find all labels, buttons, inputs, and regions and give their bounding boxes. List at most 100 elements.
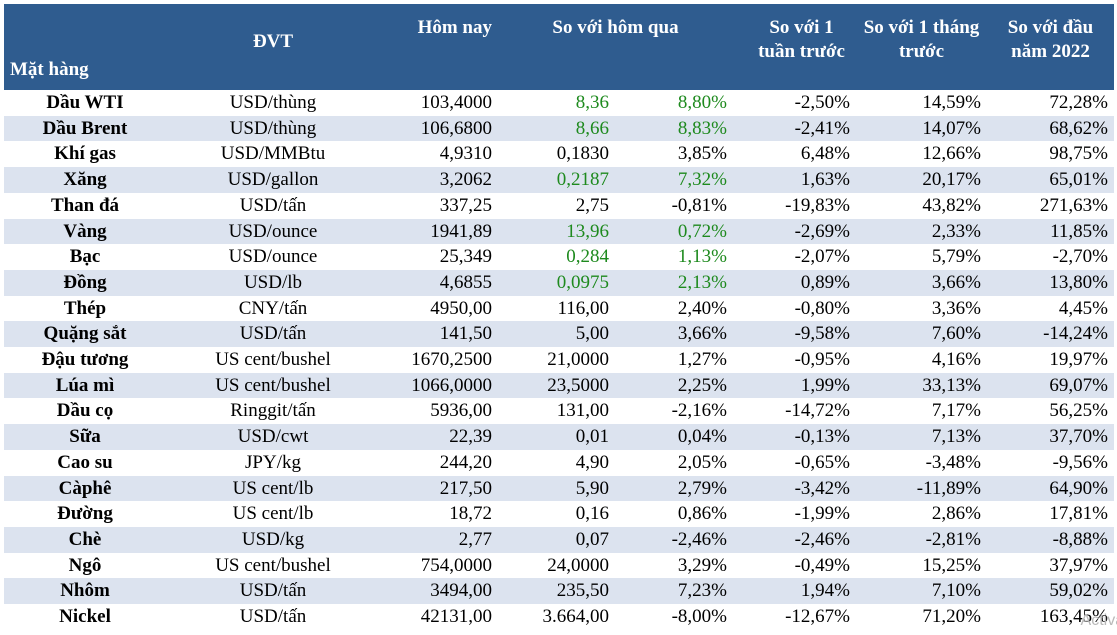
cell-today: 1941,89 — [380, 218, 498, 245]
cell-change-pct: 2,40% — [615, 295, 733, 322]
cell-change-pct: 3,66% — [615, 321, 733, 348]
header-vs-year-start-text: So với đầu năm 2022 — [1007, 17, 1094, 62]
cell-item: Sữa — [4, 424, 166, 450]
cell-vs-month: 3,36% — [856, 295, 987, 322]
cell-vs-month: 3,66% — [856, 269, 987, 296]
cell-unit: USD/thùng — [166, 115, 380, 142]
cell-item: Nickel — [4, 604, 166, 630]
cell-change-pct: 3,85% — [615, 141, 733, 168]
cell-today: 4950,00 — [380, 295, 498, 322]
cell-unit: US cent/lb — [166, 475, 380, 502]
cell-change-abs: 131,00 — [498, 398, 615, 425]
cell-item: Khí gas — [4, 141, 166, 168]
cell-today: 106,6800 — [380, 115, 498, 142]
cell-unit: USD/tấn — [166, 604, 380, 630]
cell-unit: US cent/lb — [166, 501, 380, 527]
cell-change-pct: 7,23% — [615, 578, 733, 605]
cell-change-pct: 2,13% — [615, 269, 733, 296]
cell-change-abs: 0,1830 — [498, 141, 615, 168]
cell-vs-year-start: 64,90% — [987, 475, 1114, 502]
cell-change-abs: 0,01 — [498, 424, 615, 450]
cell-unit: CNY/tấn — [166, 295, 380, 322]
table-row: Cao su JPY/kg 244,20 4,90 2,05% -0,65% -3,48% -… — [4, 449, 1114, 476]
cell-vs-week: -0,65% — [733, 449, 856, 476]
cell-change-abs: 21,0000 — [498, 347, 615, 373]
cell-item: Lúa mì — [4, 372, 166, 399]
table-row: Dầu WTI USD/thùng 103,4000 8,36 8,80% -2,50% 1… — [4, 90, 1114, 116]
header-vs-yesterday: So với hôm qua — [498, 4, 733, 90]
table-row: Đậu tương US cent/bushel 1670,2500 21,0000 1… — [4, 347, 1114, 373]
cell-vs-week: -2,69% — [733, 218, 856, 245]
cell-vs-year-start: 65,01% — [987, 167, 1114, 193]
cell-vs-year-start: -8,88% — [987, 526, 1114, 553]
cell-change-abs: 235,50 — [498, 578, 615, 605]
cell-vs-month: 20,17% — [856, 167, 987, 193]
cell-vs-month: 7,17% — [856, 398, 987, 425]
table-row: Sữa USD/cwt 22,39 0,01 0,04% -0,13% 7,13% 37,70… — [4, 424, 1114, 450]
cell-vs-year-start: 163,45% — [987, 604, 1114, 630]
cell-today: 3,2062 — [380, 167, 498, 193]
cell-change-abs: 23,5000 — [498, 372, 615, 399]
header-today: Hôm nay — [380, 4, 498, 90]
cell-vs-year-start: 59,02% — [987, 578, 1114, 605]
cell-today: 42131,00 — [380, 604, 498, 630]
cell-vs-week: -14,72% — [733, 398, 856, 425]
cell-vs-week: 1,63% — [733, 167, 856, 193]
table-row: Đường US cent/lb 18,72 0,16 0,86% -1,99% 2,86%… — [4, 501, 1114, 527]
cell-vs-year-start: 68,62% — [987, 115, 1114, 142]
cell-vs-week: -0,95% — [733, 347, 856, 373]
cell-item: Vàng — [4, 218, 166, 245]
cell-unit: USD/ounce — [166, 244, 380, 270]
cell-change-abs: 4,90 — [498, 449, 615, 476]
cell-vs-month: 14,07% — [856, 115, 987, 142]
commodity-price-table: Mặt hàng ĐVT Hôm nay So với hôm qua So v… — [4, 4, 1114, 630]
cell-vs-year-start: 37,70% — [987, 424, 1114, 450]
table-row: Ngô US cent/bushel 754,0000 24,0000 3,29% -0,… — [4, 552, 1114, 579]
cell-vs-month: 14,59% — [856, 90, 987, 116]
table-row: Đồng USD/lb 4,6855 0,0975 2,13% 0,89% 3,66% 13,… — [4, 269, 1114, 296]
table-row: Chè USD/kg 2,77 0,07 -2,46% -2,46% -2,81% -8,88… — [4, 526, 1114, 553]
cell-item: Đồng — [4, 269, 166, 296]
cell-unit: USD/tấn — [166, 578, 380, 605]
cell-item: Đường — [4, 501, 166, 527]
cell-vs-year-start: -14,24% — [987, 321, 1114, 348]
header-unit: ĐVT — [166, 4, 380, 90]
table-row: Than đá USD/tấn 337,25 2,75 -0,81% -19,83% 43,… — [4, 192, 1114, 219]
cell-today: 141,50 — [380, 321, 498, 348]
cell-item: Cao su — [4, 449, 166, 476]
cell-today: 25,349 — [380, 244, 498, 270]
cell-change-pct: -2,16% — [615, 398, 733, 425]
cell-item: Chè — [4, 526, 166, 553]
cell-vs-year-start: 56,25% — [987, 398, 1114, 425]
cell-vs-month: 7,10% — [856, 578, 987, 605]
cell-vs-month: 33,13% — [856, 372, 987, 399]
cell-change-abs: 116,00 — [498, 295, 615, 322]
cell-item: Xăng — [4, 167, 166, 193]
cell-change-pct: 8,83% — [615, 115, 733, 142]
cell-change-abs: 0,16 — [498, 501, 615, 527]
cell-change-abs: 5,00 — [498, 321, 615, 348]
cell-vs-month: -3,48% — [856, 449, 987, 476]
cell-today: 337,25 — [380, 192, 498, 219]
cell-vs-year-start: 4,45% — [987, 295, 1114, 322]
table-row: Lúa mì US cent/bushel 1066,0000 23,5000 2,25… — [4, 372, 1114, 399]
cell-change-abs: 0,07 — [498, 526, 615, 553]
cell-item: Nhôm — [4, 578, 166, 605]
cell-change-pct: 1,27% — [615, 347, 733, 373]
table-row: Khí gas USD/MMBtu 4,9310 0,1830 3,85% 6,48% 12… — [4, 141, 1114, 168]
cell-today: 2,77 — [380, 526, 498, 553]
cell-today: 754,0000 — [380, 552, 498, 579]
cell-vs-month: 15,25% — [856, 552, 987, 579]
cell-vs-week: -1,99% — [733, 501, 856, 527]
cell-vs-year-start: 98,75% — [987, 141, 1114, 168]
table-row: Xăng USD/gallon 3,2062 0,2187 7,32% 1,63% 20,1… — [4, 167, 1114, 193]
cell-unit: USD/ounce — [166, 218, 380, 245]
cell-vs-month: 43,82% — [856, 192, 987, 219]
table-row: Càphê US cent/lb 217,50 5,90 2,79% -3,42% -11,… — [4, 475, 1114, 502]
cell-today: 217,50 — [380, 475, 498, 502]
table-row: Dầu Brent USD/thùng 106,6800 8,66 8,83% -2,41… — [4, 115, 1114, 142]
cell-today: 4,9310 — [380, 141, 498, 168]
cell-unit: USD/lb — [166, 269, 380, 296]
table-row: Nhôm USD/tấn 3494,00 235,50 7,23% 1,94% 7,10% 5… — [4, 578, 1114, 605]
cell-vs-month: 7,13% — [856, 424, 987, 450]
